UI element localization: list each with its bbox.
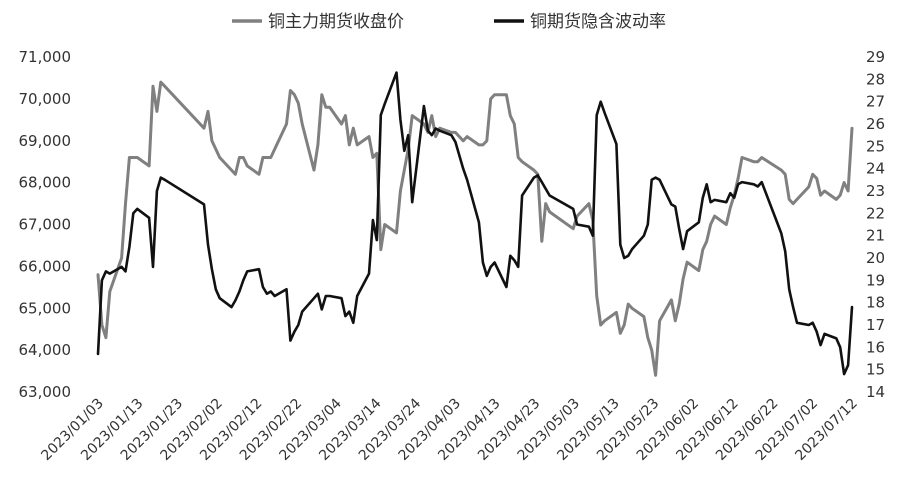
y-right-tick-label: 23 [866, 182, 885, 200]
legend-label: 铜主力期货收盘价 [268, 12, 404, 32]
y-right-tick-label: 16 [866, 338, 885, 356]
y-right-tick-label: 15 [866, 361, 885, 379]
y-right-tick-label: 19 [866, 271, 885, 289]
y-left-tick-label: 66,000 [19, 257, 72, 275]
series-layer [96, 71, 854, 377]
series-line-copper-price [96, 80, 854, 377]
legend: 铜主力期货收盘价 铜期货隐含波动率 [232, 12, 666, 32]
y-left-tick-label: 67,000 [19, 216, 72, 234]
x-axis: 2023/01/032023/01/132023/01/232023/02/02… [38, 395, 860, 463]
y-left-tick-label: 69,000 [19, 132, 72, 150]
y-right-tick-label: 18 [866, 294, 885, 312]
legend-label: 铜期货隐含波动率 [530, 12, 666, 32]
y-left-tick-label: 71,000 [19, 48, 72, 66]
y-right-tick-label: 22 [866, 204, 885, 222]
y-left-tick-label: 63,000 [19, 383, 72, 401]
right-y-axis: 14 15 16 17 18 19 20 21 22 23 24 25 26 27 28 29 [866, 48, 885, 401]
y-right-tick-label: 17 [866, 316, 885, 334]
series-line-implied-volatility [96, 71, 854, 376]
y-right-tick-label: 25 [866, 137, 885, 155]
y-right-tick-label: 29 [866, 48, 885, 66]
y-right-tick-label: 20 [866, 249, 885, 267]
y-left-tick-label: 65,000 [19, 299, 72, 317]
y-left-tick-label: 68,000 [19, 174, 72, 192]
left-y-axis: 63,000 64,000 65,000 66,000 67,000 68,000 69,0… [19, 48, 72, 401]
y-right-tick-label: 14 [866, 383, 885, 401]
y-left-tick-label: 64,000 [19, 341, 72, 359]
y-left-tick-label: 70,000 [19, 90, 72, 108]
y-right-tick-label: 27 [866, 93, 885, 111]
y-right-tick-label: 21 [866, 227, 885, 245]
y-right-tick-label: 28 [866, 70, 885, 88]
y-right-tick-label: 26 [866, 115, 885, 133]
y-right-tick-label: 24 [866, 160, 885, 178]
